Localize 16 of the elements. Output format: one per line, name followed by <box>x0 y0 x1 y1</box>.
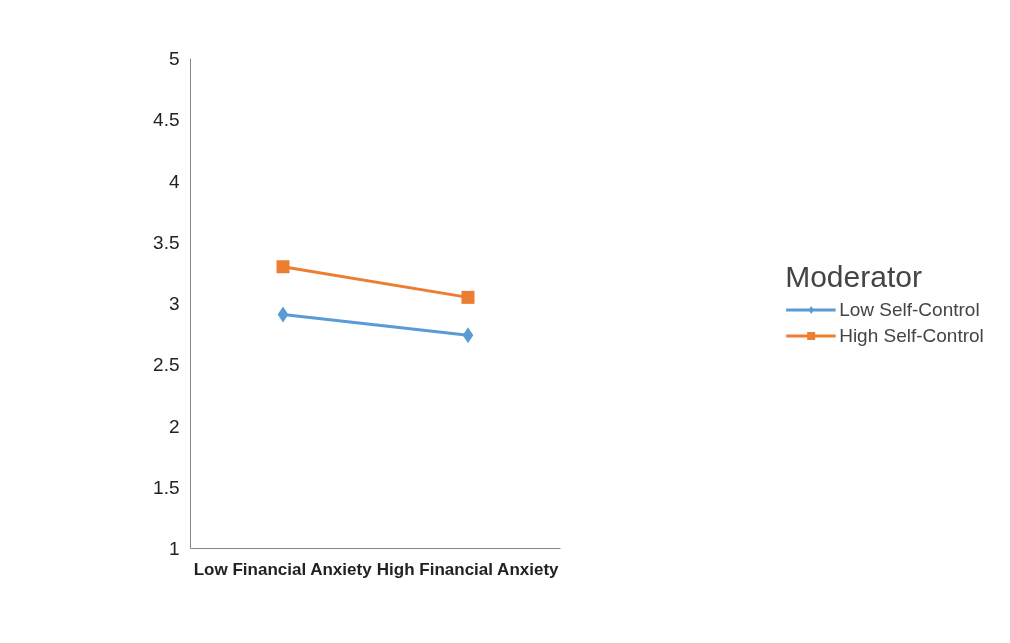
legend-label: Low Self-Control <box>839 298 980 321</box>
y-tick-label: 5 <box>168 48 180 69</box>
y-tick-label: 4.5 <box>153 109 180 131</box>
legend-label: High Self-Control <box>839 324 984 347</box>
point <box>276 260 290 274</box>
y-tick-label: 2.5 <box>153 354 180 376</box>
y-tick-label: 3 <box>168 293 180 314</box>
x-tick-label: High Financial Anxiety <box>376 559 560 579</box>
y-tick-label: 1 <box>168 538 180 559</box>
legend-title: Moderator <box>785 259 923 294</box>
y-tick-label: 4 <box>168 170 180 192</box>
y-tick-label: 1.5 <box>153 476 180 498</box>
point <box>461 290 475 304</box>
y-tick-label: 3.5 <box>153 231 180 253</box>
y-tick-label: 2 <box>168 415 180 437</box>
x-tick-label: Low Financial Anxiety <box>193 559 373 579</box>
